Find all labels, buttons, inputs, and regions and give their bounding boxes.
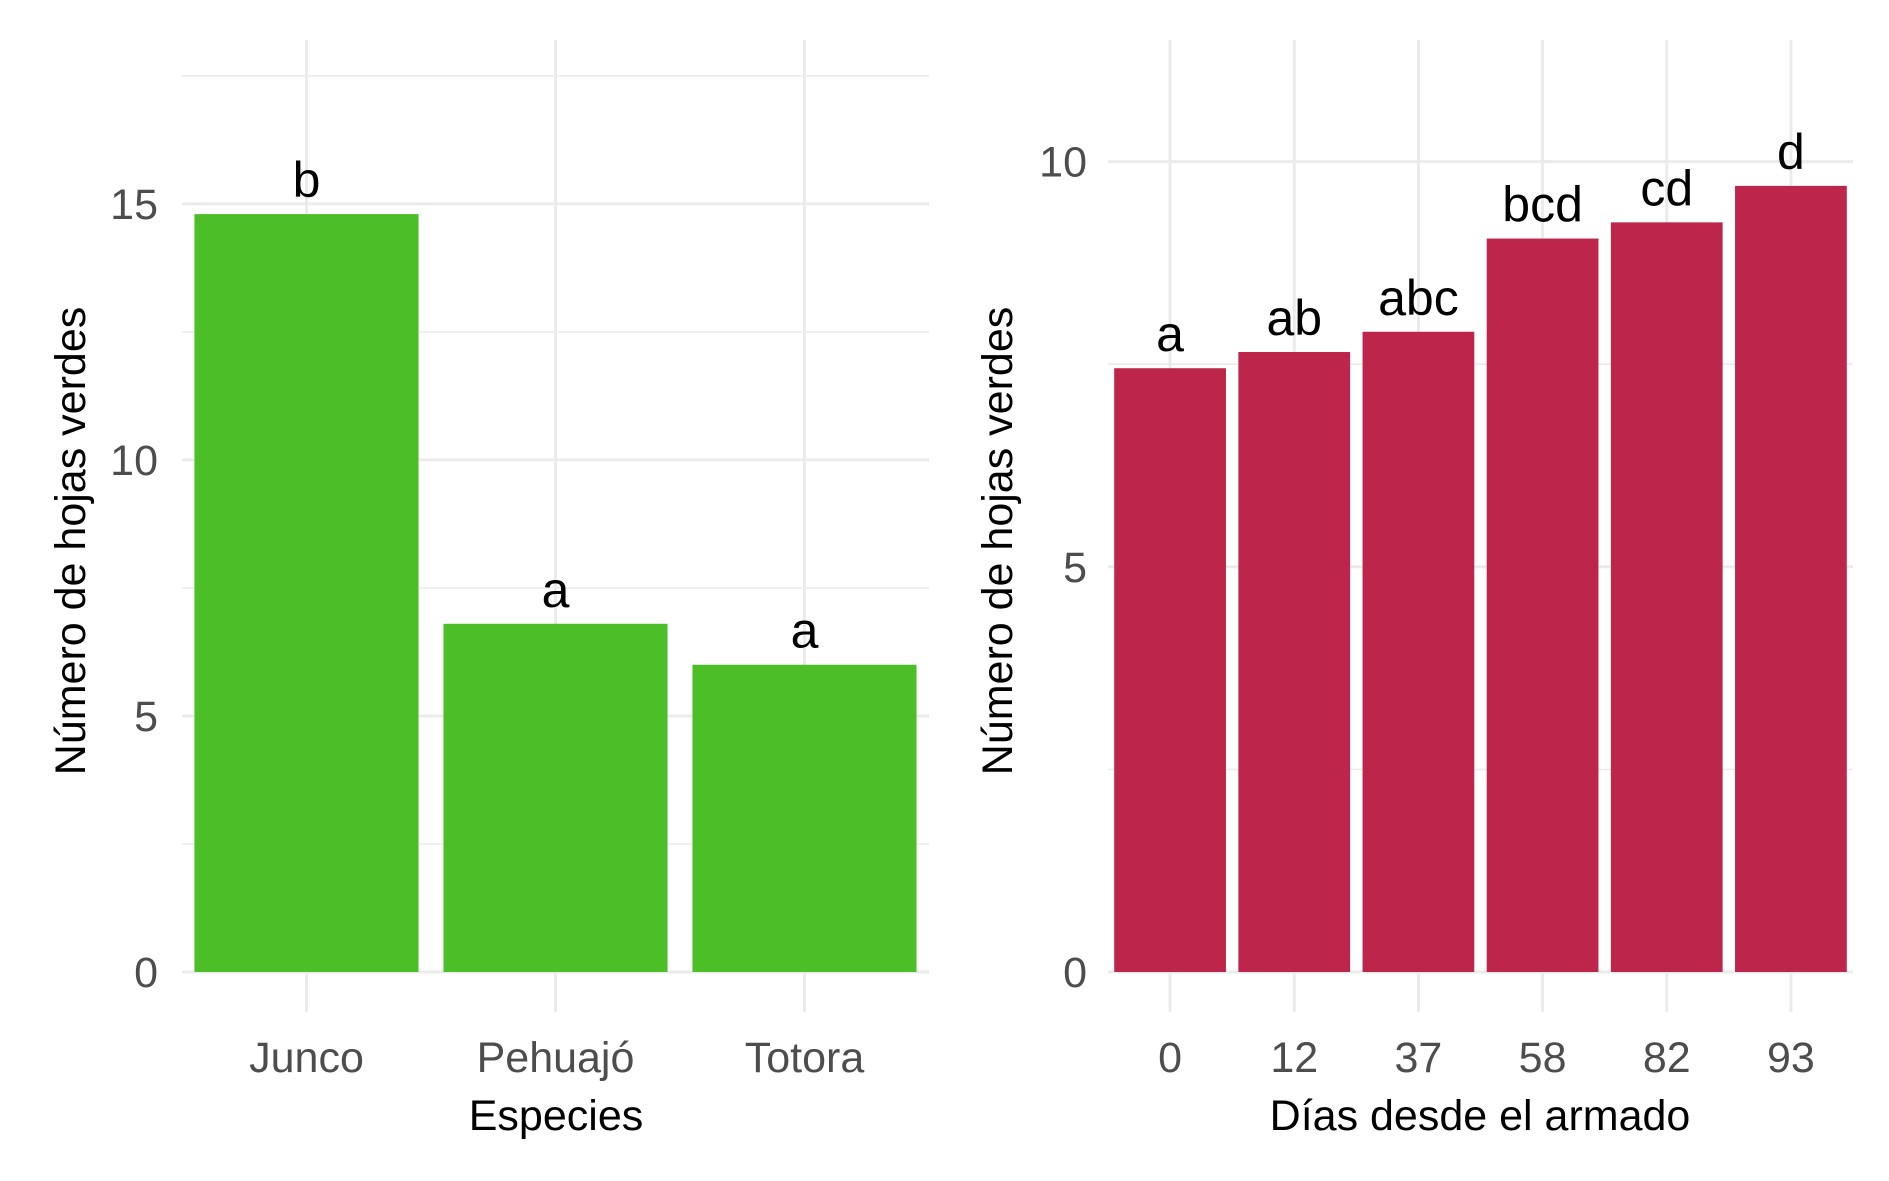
days-chart-bar-label: cd [1640,160,1693,216]
days-chart-bar [1486,238,1599,972]
days-chart-x-tick-label: 0 [1158,1034,1182,1082]
days-chart-bar [1238,352,1351,972]
species-chart-x-tick-label: Totora [745,1034,865,1082]
species-chart-bar-label: b [293,152,321,208]
species-chart-bar [692,664,917,972]
days-chart-y-tick-label: 10 [1039,139,1087,187]
species-chart-bars [194,214,917,973]
days-chart-bars [1114,185,1847,972]
days-chart-bar [1735,185,1847,972]
days-chart-bar-label: abc [1378,270,1459,326]
days-chart-bar [1114,368,1226,972]
species-chart-x-tick-label: Pehuajó [477,1034,635,1082]
days-chart-x-tick-label: 58 [1519,1034,1567,1082]
species-chart-bar-labels: b a a [293,152,819,659]
days-chart-y-tick-label: 5 [1063,544,1087,592]
species-chart-x-tick-label: Junco [249,1034,364,1082]
days-chart-x-axis-title: Días desde el armado [1270,1092,1691,1140]
species-chart-y-tick-label: 0 [134,949,158,997]
species-chart-bar [194,214,419,973]
species-chart-x-axis-title: Especies [469,1092,643,1140]
days-chart-bar [1362,331,1475,972]
species-chart-bar-label: a [791,603,819,659]
days-chart-bar [1610,222,1723,972]
days-chart-x-tick-labels: 0 12 37 58 82 93 [1158,1034,1815,1082]
species-chart-x-tick-labels: Junco Pehuajó Totora [249,1034,864,1082]
days-chart-bar-label: bcd [1502,177,1583,233]
days-chart-bar-label: d [1777,124,1805,180]
days-chart-y-tick-label: 0 [1063,949,1087,997]
species-chart-y-tick-labels: 0 5 10 15 [110,181,158,997]
species-chart-y-axis-title: Número de hojas verdes [47,307,95,775]
species-chart-panel: b a a 0 5 10 15 Junco Pehuajó Totora Especies N… [47,40,929,1140]
days-chart-x-tick-label: 12 [1270,1034,1318,1082]
days-chart-y-tick-labels: 0 5 10 [1039,139,1087,997]
days-chart-bar-label: ab [1266,290,1322,346]
days-chart-x-tick-label: 82 [1643,1034,1691,1082]
days-chart-y-axis-title: Número de hojas verdes [974,307,1022,775]
days-chart-x-tick-label: 93 [1767,1034,1815,1082]
days-chart-x-tick-label: 37 [1394,1034,1442,1082]
species-chart-bar [443,623,668,972]
species-chart-y-tick-label: 5 [134,693,158,741]
species-chart-y-tick-label: 10 [110,437,158,485]
species-chart-bar-label: a [542,562,570,618]
days-chart-bar-label: a [1156,306,1184,362]
species-chart-y-tick-label: 15 [110,181,158,229]
